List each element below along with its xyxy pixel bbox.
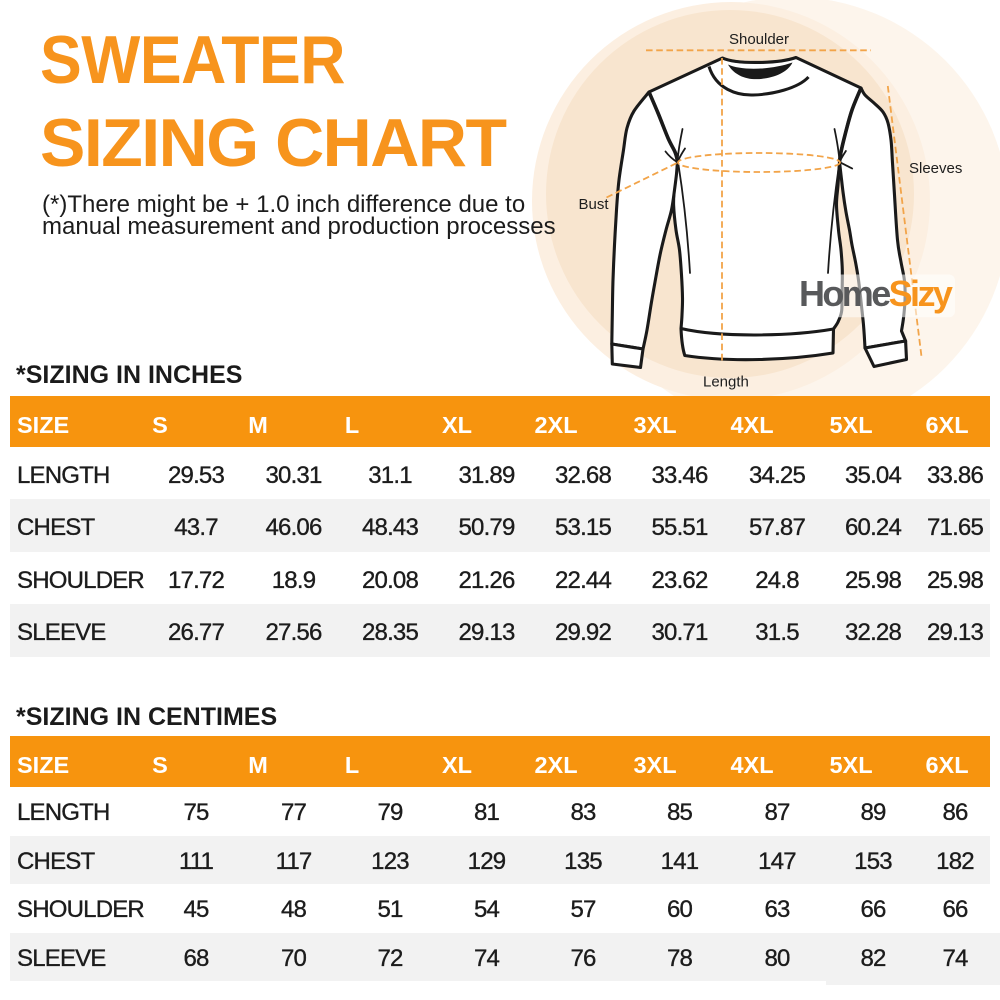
svg-text:Bust: Bust <box>579 196 610 213</box>
svg-text:Shoulder: Shoulder <box>729 31 789 48</box>
svg-text:Length: Length <box>703 374 749 391</box>
svg-text:HomeSizy: HomeSizy <box>799 273 953 314</box>
svg-text:Sleeves: Sleeves <box>909 160 962 177</box>
